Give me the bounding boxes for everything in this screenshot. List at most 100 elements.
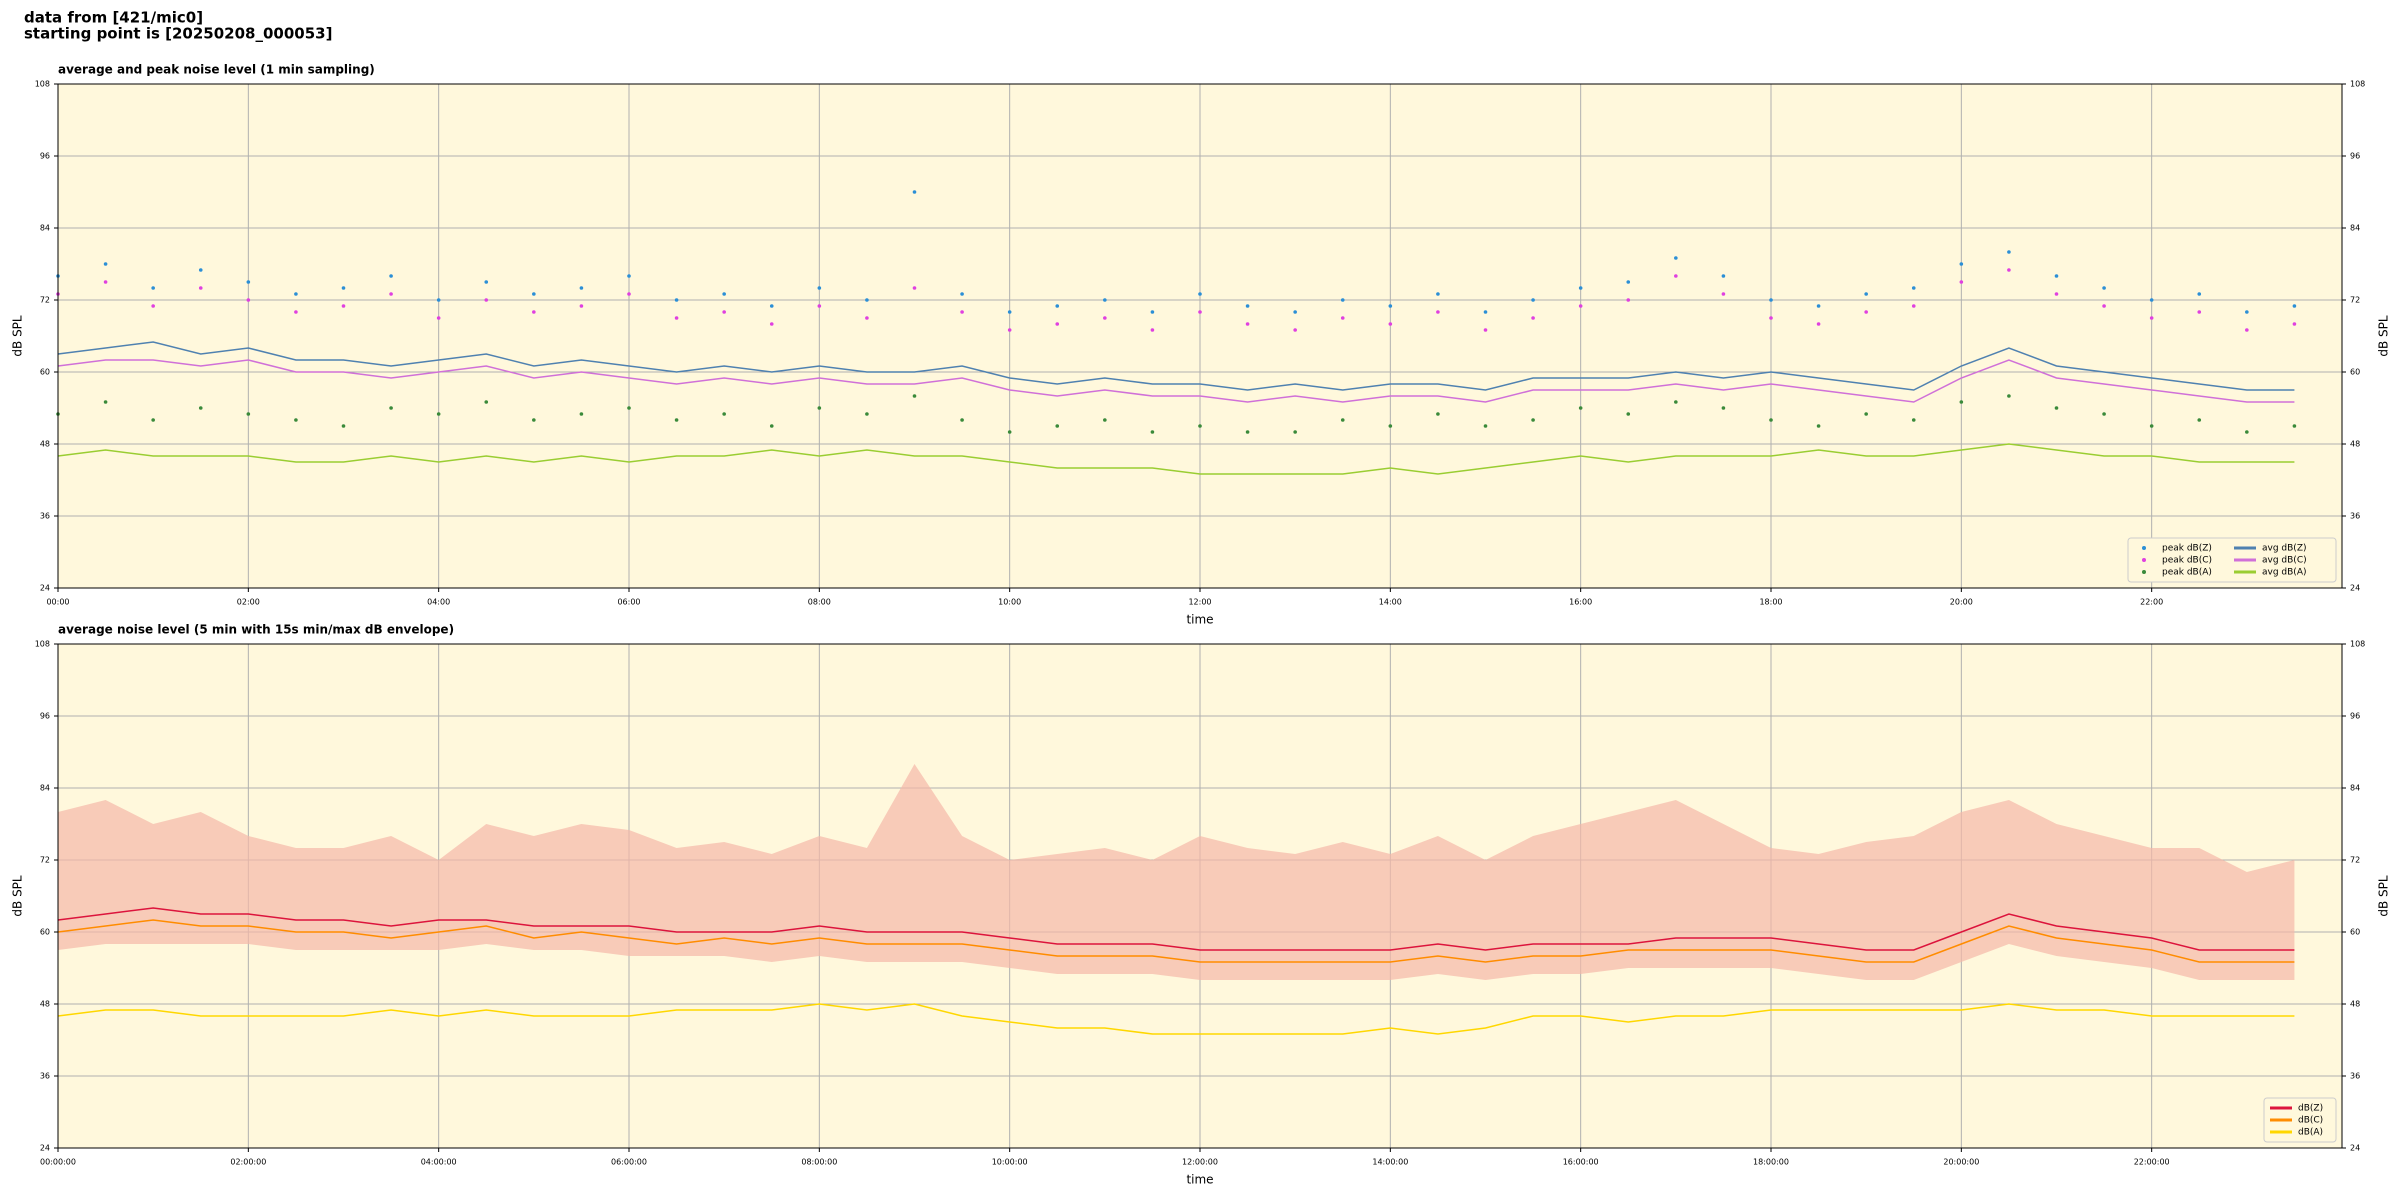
y-tick-label: 48: [2350, 440, 2360, 449]
legend-marker: [2142, 558, 2146, 562]
peak-point: [2149, 298, 2154, 302]
peak-point: [1198, 310, 1202, 314]
peak-point: [1055, 322, 1060, 326]
peak-point: [1864, 412, 1868, 416]
peak-point: [103, 262, 108, 266]
y-tick-label: 72: [40, 296, 50, 305]
peak-point: [2245, 310, 2249, 314]
plot-frame: [57, 83, 2343, 589]
peak-point: [389, 406, 393, 410]
peak-point: [198, 406, 203, 410]
peak-point: [960, 310, 964, 314]
peak-point: [1245, 430, 1250, 434]
peak-point: [1578, 406, 1583, 410]
y-tick-label: 60: [2350, 368, 2360, 377]
peak-point: [103, 280, 108, 284]
peak-point: [1436, 292, 1440, 296]
peak-point: [722, 412, 726, 416]
peak-point: [817, 304, 822, 308]
legend-label: avg dB(Z): [2262, 544, 2307, 554]
peak-point: [246, 280, 251, 284]
peak-point: [198, 286, 203, 290]
peak-point: [1578, 304, 1583, 308]
series-line: [57, 907, 2295, 951]
peak-point: [1340, 298, 1345, 302]
peak-point: [1769, 316, 1773, 320]
peak-point: [1721, 406, 1726, 410]
peak-point: [2197, 292, 2202, 296]
peak-point: [341, 304, 346, 308]
peak-point: [436, 412, 441, 416]
plot-frame: [57, 643, 2343, 1149]
peak-point: [103, 400, 108, 404]
y-tick-label: 108: [2350, 80, 2365, 89]
peak-point: [960, 292, 964, 296]
peak-point: [1674, 274, 1678, 278]
peak-point: [2054, 406, 2059, 410]
peak-point: [2149, 424, 2154, 428]
peak-point: [960, 418, 964, 422]
x-tick-label: 06:00:00: [611, 1158, 647, 1167]
peak-point: [912, 286, 917, 290]
legend-label: dB(C): [2298, 1116, 2323, 1126]
peak-point: [246, 298, 251, 302]
peak-point: [436, 298, 441, 302]
peak-point: [1674, 400, 1678, 404]
peak-point: [674, 418, 679, 422]
legend-label: dB(Z): [2298, 1104, 2323, 1114]
y-axis-label: dB SPL: [2377, 315, 2391, 357]
y-tick-label: 48: [40, 440, 50, 449]
peak-point: [151, 286, 155, 290]
peak-point: [1150, 310, 1155, 314]
legend-label: peak dB(Z): [2162, 544, 2212, 554]
peak-point: [1674, 256, 1678, 260]
y-tick-label: 24: [2350, 1144, 2360, 1153]
peak-point: [769, 424, 774, 428]
legend: [2127, 537, 2337, 583]
peak-point: [1388, 304, 1393, 308]
x-tick-label: 00:00: [46, 598, 69, 607]
peak-point: [2197, 418, 2202, 422]
peak-point: [2054, 292, 2059, 296]
peak-point: [151, 418, 155, 422]
peak-point: [1388, 424, 1393, 428]
peak-point: [1245, 304, 1250, 308]
peak-point: [1531, 298, 1535, 302]
y-tick-label: 96: [2350, 712, 2360, 721]
x-tick-label: 02:00: [237, 598, 260, 607]
peak-point: [1007, 328, 1012, 332]
x-tick-label: 10:00: [998, 598, 1021, 607]
peak-point: [2292, 424, 2297, 428]
peak-point: [2292, 304, 2297, 308]
y-tick-label: 96: [2350, 152, 2360, 161]
x-tick-label: 00:00:00: [40, 1158, 76, 1167]
peak-point: [674, 316, 679, 320]
peak-point: [1721, 274, 1726, 278]
x-tick-label: 02:00:00: [230, 1158, 266, 1167]
peak-point: [1150, 328, 1155, 332]
peak-point: [865, 298, 869, 302]
chart-title: average and peak noise level (1 min samp…: [58, 63, 375, 77]
x-tick-label: 16:00: [1569, 598, 1592, 607]
y-tick-label: 84: [2350, 224, 2360, 233]
peak-point: [532, 292, 536, 296]
y-axis-label: dB SPL: [11, 875, 25, 917]
y-tick-label: 36: [40, 512, 50, 521]
peak-point: [769, 304, 774, 308]
y-tick-label: 96: [40, 712, 50, 721]
x-tick-label: 22:00:00: [2134, 1158, 2170, 1167]
peak-point: [246, 412, 251, 416]
legend-label: avg dB(C): [2262, 556, 2307, 566]
peak-point: [484, 400, 489, 404]
x-tick-label: 18:00: [1759, 598, 1782, 607]
x-tick-label: 12:00: [1188, 598, 1211, 607]
y-axis-label: dB SPL: [2377, 875, 2391, 917]
peak-point: [722, 310, 726, 314]
y-tick-label: 96: [40, 152, 50, 161]
peak-point: [2007, 268, 2011, 272]
peak-point: [1959, 262, 1964, 266]
peak-point: [1578, 286, 1583, 290]
peak-point: [484, 298, 489, 302]
x-tick-label: 18:00:00: [1753, 1158, 1789, 1167]
